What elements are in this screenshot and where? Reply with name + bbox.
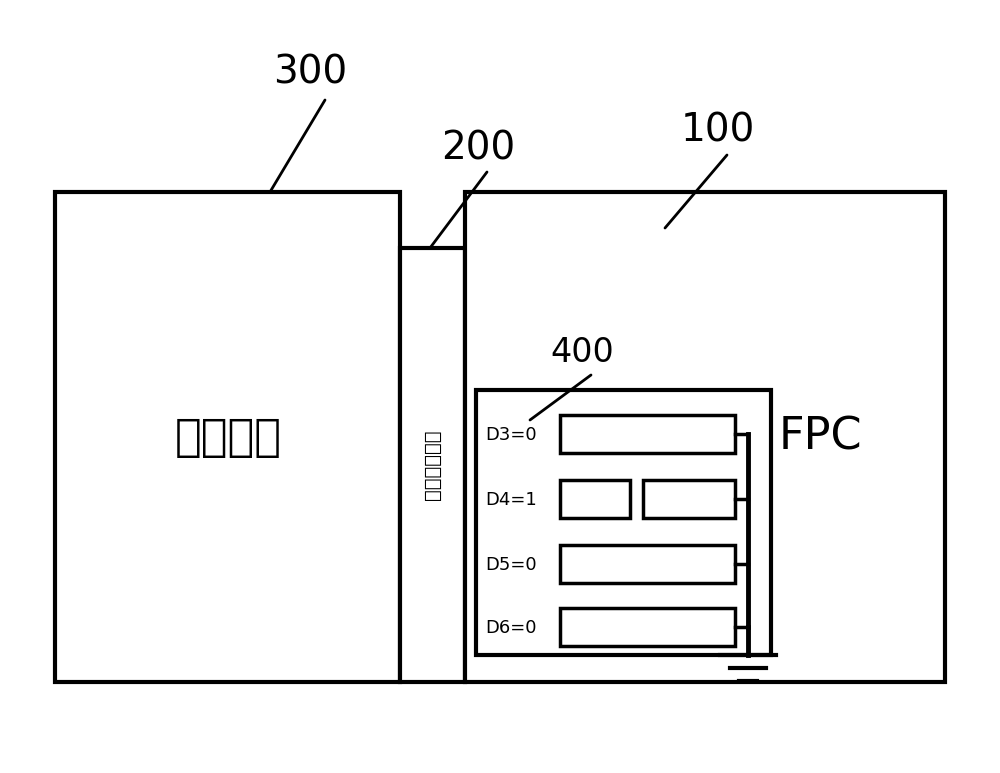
Text: 显示面板: 显示面板	[175, 416, 282, 458]
Bar	[400, 248, 465, 682]
Bar	[465, 192, 945, 682]
Text: 300: 300	[273, 53, 347, 91]
Bar	[560, 545, 735, 583]
Text: D6=0: D6=0	[485, 619, 536, 637]
Text: 100: 100	[681, 111, 755, 149]
Bar	[560, 608, 735, 646]
Text: FPC: FPC	[778, 416, 862, 458]
Text: D4=1: D4=1	[485, 491, 537, 509]
Text: 显示驱动芒片: 显示驱动芒片	[422, 430, 442, 500]
Text: 400: 400	[550, 335, 614, 369]
Bar	[560, 415, 735, 453]
Bar	[560, 480, 630, 518]
Text: 200: 200	[441, 129, 515, 167]
Bar	[643, 480, 735, 518]
Bar	[476, 390, 771, 655]
Text: D5=0: D5=0	[485, 556, 537, 574]
Text: D3=0: D3=0	[485, 426, 537, 444]
Bar	[55, 192, 400, 682]
